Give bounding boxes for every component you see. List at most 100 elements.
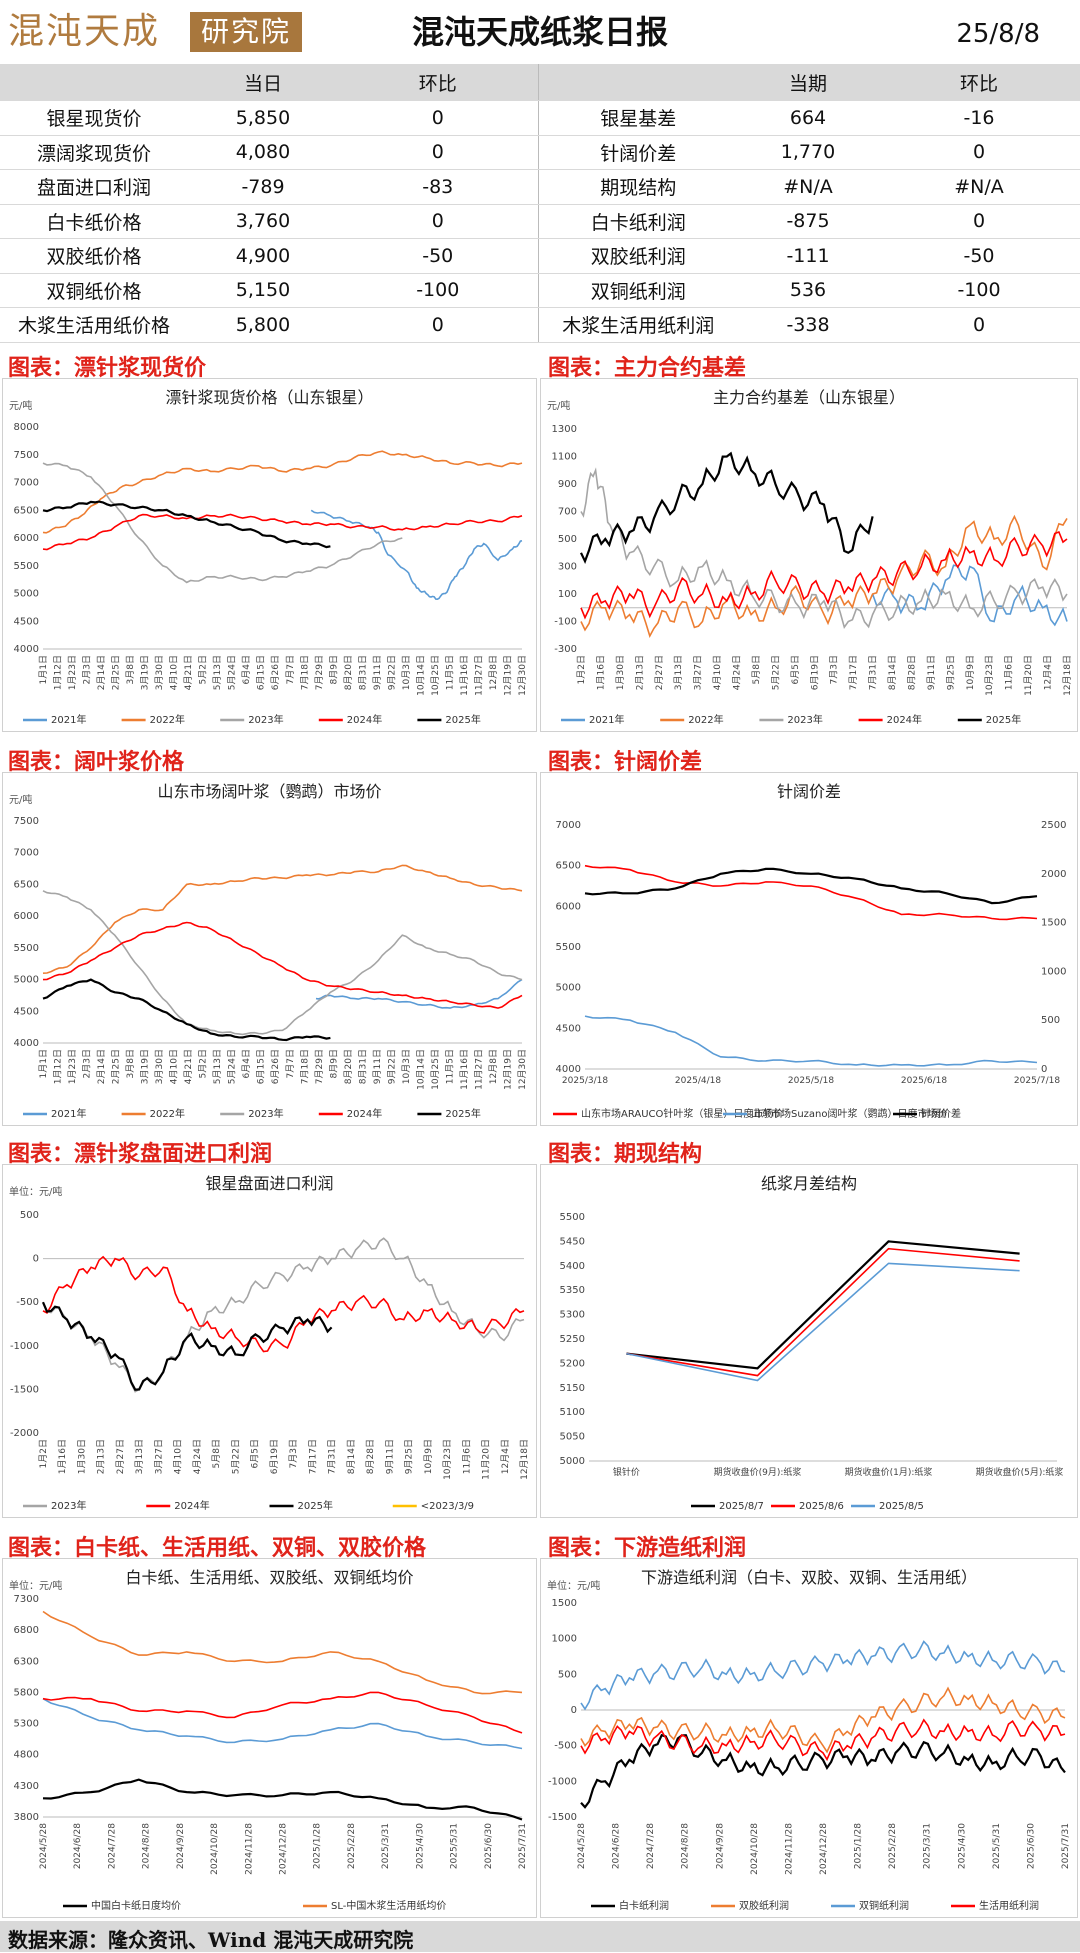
y-tick-label: -2000: [10, 1428, 39, 1439]
table-label-cell: 双胶纸价格: [0, 238, 188, 274]
y-tick-label: 5000: [14, 589, 39, 600]
y-tick-label: 5000: [14, 975, 39, 986]
y-tick-label: 4000: [14, 644, 39, 655]
y-tick-label: 8000: [14, 422, 39, 433]
y-tick-label: 4500: [14, 1006, 39, 1017]
chart-title: 下游造纸利润（白卡、双胶、双铜、生活用纸）: [641, 1568, 977, 1587]
series-line-1: [42, 1778, 523, 1821]
x-tick-label: 1月16日: [595, 655, 606, 690]
series-line-1: [584, 864, 1038, 921]
x-tick-label: 10月23日: [984, 655, 995, 696]
x-tick-label: 6月19日: [269, 1439, 280, 1474]
table-value-cell: -100: [878, 273, 1080, 308]
table-label-cell: 木浆生活用纸利润: [538, 307, 738, 343]
y-tick-label: -1000: [548, 1776, 577, 1787]
series-line-4: [42, 1691, 523, 1734]
y-tick-label: -1500: [10, 1384, 39, 1395]
series-line-4: [42, 921, 523, 1009]
legend-label: 2025年: [445, 1107, 480, 1120]
table-header-cell: 当期: [738, 64, 878, 101]
x-tick-label: 6月26日: [270, 655, 281, 690]
x-tick-label: 2024/9/28: [176, 1823, 186, 1869]
legend-label: 2022年: [688, 713, 723, 726]
x-tick-label: 2025/7/18: [1014, 1076, 1060, 1086]
y-tick-label: 5300: [14, 1719, 39, 1730]
y-tick-label: -300: [554, 644, 577, 655]
x-tick-label: 2024/8/28: [681, 1823, 691, 1869]
y-tick-label: 4500: [556, 1023, 581, 1034]
table-value-cell: 3,760: [188, 204, 338, 239]
x-tick-label: 11月16日: [459, 655, 470, 696]
y-tick-label: 1000: [552, 1634, 577, 1645]
table-label-cell: 银星基差: [538, 100, 738, 136]
table-value-cell: 1,770: [738, 135, 878, 170]
x-tick-label: 1月30日: [615, 655, 626, 690]
y2-tick-label: 0: [1041, 1064, 1047, 1075]
data-source-text: 数据来源：隆众资讯、Wind 混沌天成研究院: [8, 1928, 414, 1952]
table-value-cell: 664: [738, 100, 878, 136]
x-category-label: 期货收盘价(9月):纸浆: [714, 1466, 802, 1478]
x-category-label: 期货收盘价(1月):纸浆: [845, 1466, 933, 1478]
y-tick-label: 500: [558, 1669, 577, 1680]
section-title-term-structure: 图表：期现结构: [548, 1141, 703, 1167]
legend-label: 2022年: [150, 1107, 185, 1120]
data-source-footer: 数据来源：隆众资讯、Wind 混沌天成研究院: [0, 1921, 1080, 1952]
table-value-cell: 0: [878, 135, 1080, 170]
x-tick-label: 2024/10/28: [750, 1823, 760, 1875]
x-tick-label: 3月27日: [153, 1439, 164, 1474]
x-tick-label: 2024/9/28: [715, 1823, 725, 1869]
x-tick-label: 10月23日: [442, 1439, 453, 1480]
x-tick-label: 6月19日: [809, 655, 820, 690]
y-tick-label: 5350: [560, 1285, 585, 1296]
x-tick-label: 10月9日: [965, 655, 976, 690]
x-tick-label: 12月4日: [1043, 655, 1054, 690]
x-category-label: 期货收盘价(5月):纸浆: [976, 1466, 1064, 1478]
x-tick-label: 11月6日: [1004, 655, 1015, 690]
x-tick-label: 2024/10/28: [210, 1823, 220, 1875]
x-tick-label: 6月4日: [241, 1049, 252, 1078]
section-title-import-profit: 图表：漂针浆盘面进口利润: [8, 1141, 273, 1167]
chart-title: 山东市场阔叶浆（鹦鹉）市场价: [157, 782, 381, 801]
x-tick-label: 2月27日: [115, 1439, 126, 1474]
series-line-1: [42, 1237, 525, 1393]
x-tick-label: 2月27日: [654, 655, 665, 690]
y2-tick-label: 500: [1041, 1015, 1060, 1026]
table-value-cell: -875: [738, 204, 878, 239]
y-tick-label: 3800: [14, 1812, 39, 1823]
x-tick-label: 7月29日: [314, 1049, 325, 1084]
legend-label: 2021年: [589, 713, 624, 726]
y-tick-label: 6500: [556, 861, 581, 872]
table-header-cell: [538, 64, 738, 101]
table-label-cell: 白卡纸价格: [0, 204, 188, 239]
y-tick-label: 5500: [556, 942, 581, 953]
x-tick-label: 2024/12/28: [279, 1823, 289, 1875]
x-tick-label: 8月28日: [906, 655, 917, 690]
y-tick-label: 5100: [560, 1407, 585, 1418]
y-tick-label: 100: [558, 589, 577, 600]
y-tick-label: 4000: [556, 1064, 581, 1075]
table-header-cell: [0, 64, 188, 101]
table-label-cell: 期现结构: [538, 169, 738, 205]
section-title-basis: 图表：主力合约基差: [548, 355, 747, 381]
x-tick-label: 3月8日: [125, 655, 136, 684]
table-label-cell: 木浆生活用纸价格: [0, 307, 188, 343]
table-row: 双铜纸价格 5,150 -100 双铜纸利润 536 -100: [0, 273, 1080, 308]
table-header-cell: 环比: [338, 64, 539, 101]
x-tick-label: 2025/4/30: [957, 1823, 967, 1869]
x-tick-label: 6月5日: [250, 1439, 261, 1468]
x-tick-label: 3月19日: [140, 655, 151, 690]
table-value-cell: 5,850: [188, 100, 338, 136]
table-value-cell: 0: [878, 307, 1080, 343]
x-tick-label: 5月8日: [751, 655, 762, 684]
y-tick-label: 5050: [560, 1432, 585, 1443]
x-tick-label: 12月30日: [517, 1049, 528, 1090]
legend-label: 2024年: [174, 1499, 209, 1512]
section-title-hardwood: 图表：阔叶浆价格: [8, 749, 185, 775]
series-line-5: [42, 978, 331, 1042]
x-tick-label: 5月22日: [230, 1439, 241, 1474]
y-tick-label: 1500: [552, 1598, 577, 1609]
x-tick-label: 9月11日: [372, 655, 383, 690]
table-value-cell: 5,800: [188, 307, 338, 343]
y-tick-label: -1500: [548, 1812, 577, 1823]
table-header-row: 当日 环比 当期 环比: [0, 64, 1080, 101]
